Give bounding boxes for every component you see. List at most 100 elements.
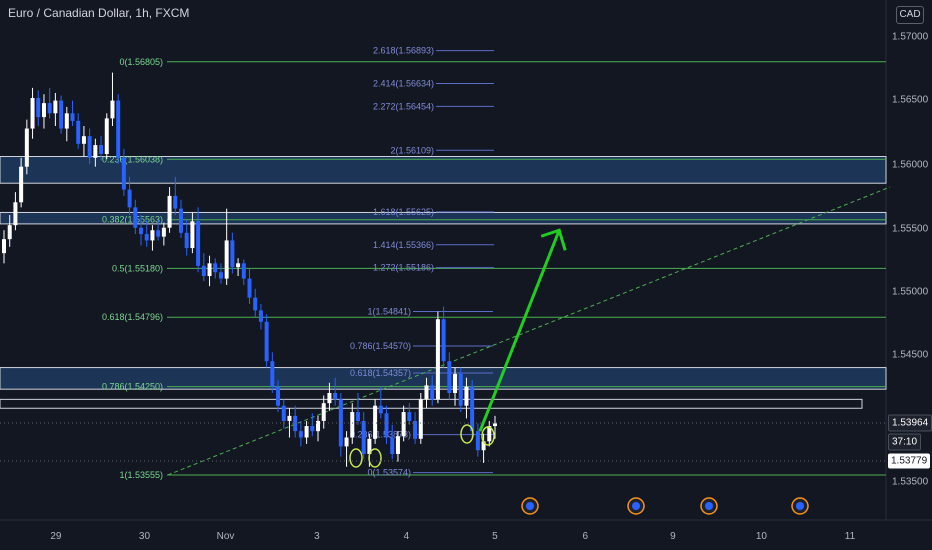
price-axis-label: 1.56000 (892, 159, 929, 171)
bottom-marker-ellipse (349, 448, 363, 468)
candle-body (493, 423, 497, 427)
time-axis-label: Nov (216, 531, 235, 542)
candle-body (201, 265, 206, 277)
candle-body (464, 386, 469, 406)
last-price-tag: 1.53779 (888, 453, 931, 469)
candle-body (59, 100, 64, 129)
candle-body (258, 310, 263, 322)
candle-body (24, 128, 29, 167)
candle-body (30, 98, 35, 129)
fib-retracement-label: 1(1.53555) (119, 470, 163, 480)
candle-body (373, 405, 378, 439)
candle-body (41, 103, 46, 118)
fib-extension-label: 2.618(1.56893) (373, 46, 434, 56)
candle-body (395, 436, 400, 455)
fib-extension-label: 0.786(1.54570) (350, 341, 411, 351)
candle-body (310, 426, 315, 432)
price-axis-label: 1.56500 (892, 94, 929, 106)
fib-extension-label: 0(1.53574) (367, 468, 411, 478)
candle-body (304, 426, 309, 438)
zone-rect (0, 367, 887, 390)
candle-body (224, 240, 229, 279)
candle-body (213, 263, 218, 273)
candle-body (13, 202, 18, 226)
projection-arrow-line (478, 229, 561, 432)
candle-body (316, 420, 321, 432)
fib-extension-label: 1.414(1.55366) (373, 240, 434, 250)
candle-body (441, 319, 446, 362)
event-flag-icon (526, 502, 534, 510)
candle-body (104, 118, 109, 154)
candle-body (264, 321, 269, 362)
candle-body (287, 415, 292, 421)
candle-body (127, 189, 132, 208)
candle-body (161, 227, 166, 237)
fib-extension-label: 1(1.54841) (367, 307, 411, 317)
candle-body (407, 412, 412, 421)
candle-body (424, 385, 429, 400)
candle-body (230, 240, 235, 268)
candle-body (7, 225, 12, 240)
candle-body (281, 405, 286, 421)
candle-body (487, 426, 492, 442)
candle-body (418, 399, 423, 439)
candle-body (93, 145, 98, 158)
candle-body (81, 136, 86, 144)
fib-retracement-label: 0.382(1.55563) (102, 215, 163, 225)
candle-body (99, 145, 104, 154)
fib-retracement-label: 0.618(1.54796) (102, 312, 163, 322)
candle-body (207, 263, 212, 277)
candle-body (144, 234, 149, 241)
candle-body (236, 263, 241, 268)
projection-arrow-head (540, 228, 567, 251)
candle-body (184, 232, 189, 249)
time-axis-label: 6 (582, 531, 589, 542)
time-axis-label: 5 (492, 531, 498, 542)
candle-body (327, 393, 332, 404)
price-axis-label: 1.54500 (892, 349, 929, 361)
time-axis-label: 11 (844, 531, 856, 542)
candle-body (430, 385, 435, 400)
candle-body (2, 239, 6, 254)
trendline-dashed (167, 186, 891, 476)
price-axis-label: 1.55500 (892, 223, 929, 235)
candle-body (87, 136, 92, 158)
candle-body (19, 166, 24, 203)
price-axis-label: 1.55000 (892, 286, 929, 298)
zone-rect (0, 211, 887, 225)
candle-body (178, 208, 183, 233)
candle-body (276, 386, 281, 406)
fib-extension-label: 0.236(1.53873) (350, 430, 411, 440)
time-axis-label: 4 (403, 531, 410, 542)
candle-body (70, 113, 75, 121)
candle-body (173, 195, 178, 209)
candle-body (384, 413, 389, 438)
fib-retracement-label: 0.786(1.54250) (102, 382, 163, 392)
chart-title: Euro / Canadian Dollar, 1h, FXCM (8, 6, 190, 20)
event-flag-icon (705, 502, 713, 510)
zone-rect (0, 398, 863, 409)
candle-body (390, 437, 395, 455)
currency-button[interactable]: CAD (896, 6, 924, 24)
candle-body (121, 157, 126, 190)
time-axis-label: 29 (50, 531, 62, 542)
candle-body (156, 230, 161, 237)
fib-extension-label: 1.272(1.55186) (373, 263, 434, 273)
price-axis-label: 1.57000 (892, 31, 929, 43)
candle-body (355, 412, 360, 421)
current-price-tag: 1.53964 (888, 414, 932, 432)
candle-body (47, 103, 52, 114)
candle-body (150, 230, 155, 241)
time-axis-label: 9 (670, 531, 676, 542)
candle-body (64, 113, 69, 129)
candle-body (76, 120, 81, 144)
fib-retracement-label: 0.5(1.55180) (112, 263, 163, 273)
fib-retracement-label: 0(1.56805) (119, 57, 163, 67)
candle-body (36, 98, 41, 118)
candle-body (133, 207, 138, 228)
candle-body (458, 373, 463, 406)
candle-body (470, 386, 475, 432)
